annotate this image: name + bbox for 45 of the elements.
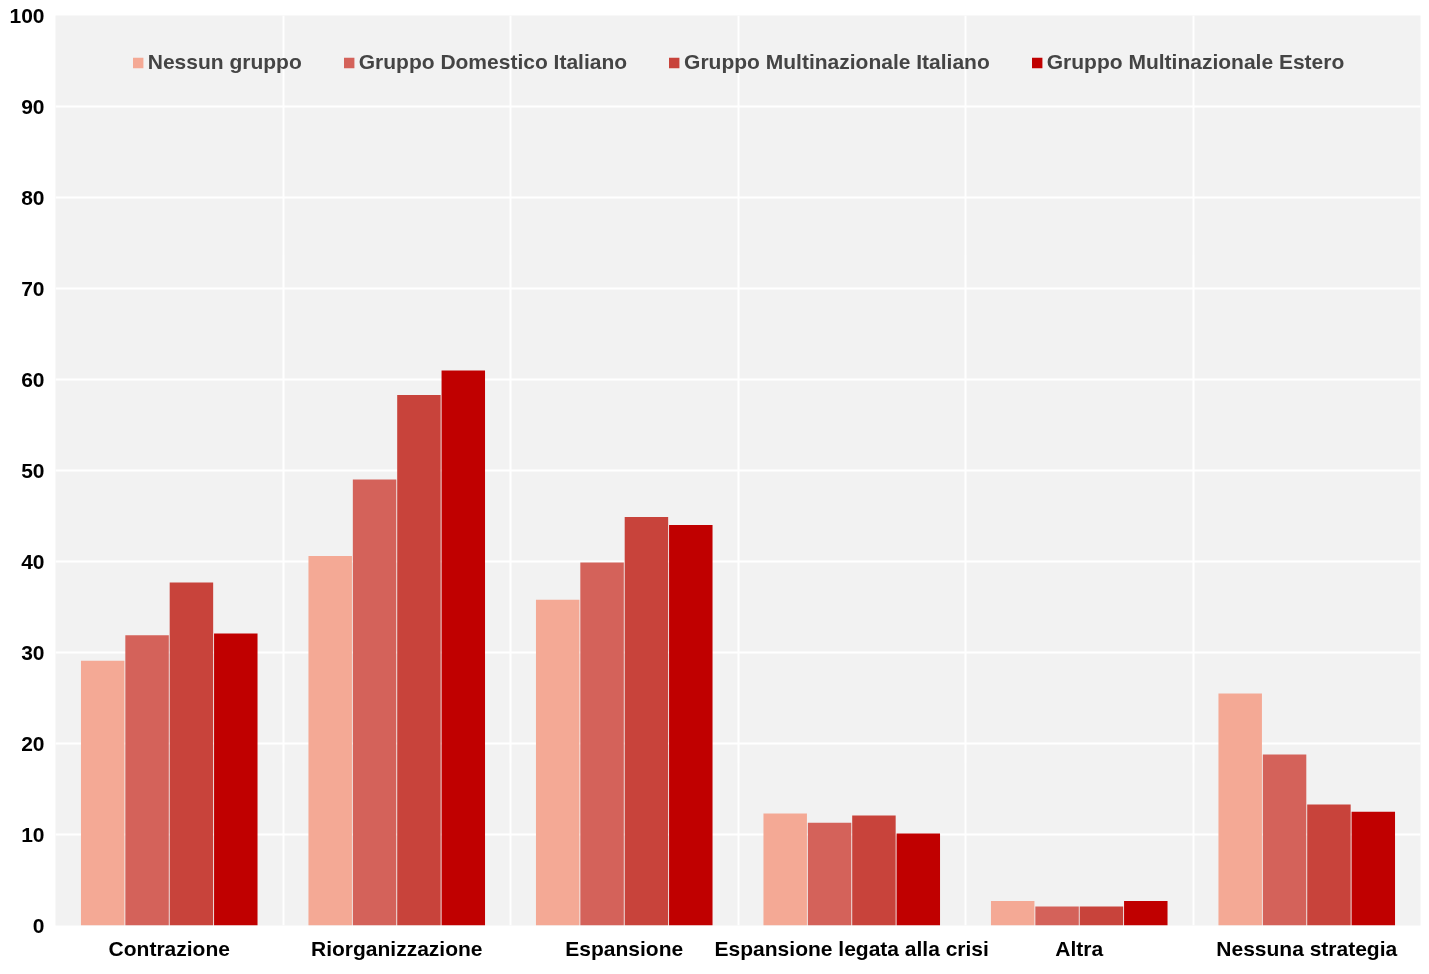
- bar: [80, 660, 125, 926]
- bar: [308, 556, 352, 926]
- legend-label: Nessun gruppo: [147, 50, 302, 74]
- bar: [125, 635, 169, 926]
- bar: [169, 582, 214, 926]
- legend-label: Gruppo Domestico Italiano: [358, 50, 628, 74]
- bar: [896, 833, 941, 926]
- x-tick-label: Riorganizzazione: [310, 936, 483, 960]
- y-tick-label: 70: [21, 276, 45, 300]
- bar: [1262, 754, 1307, 926]
- x-tick-label: Nessuna strategia: [1216, 936, 1398, 960]
- bar: [397, 394, 441, 926]
- y-tick-label: 80: [21, 185, 45, 209]
- bar: [763, 813, 807, 926]
- x-tick-label: Espansione: [565, 936, 684, 960]
- x-tick-label: Espansione legata alla crisi: [714, 936, 989, 960]
- y-tick-label: 10: [21, 822, 45, 846]
- bar: [214, 633, 258, 926]
- y-tick-label: 90: [21, 94, 45, 118]
- y-tick-label: 60: [21, 367, 45, 391]
- bar: [580, 562, 624, 926]
- y-tick-label: 40: [21, 549, 45, 573]
- bar: [1079, 906, 1124, 926]
- legend-label: Gruppo Multinazionale Estero: [1046, 50, 1345, 74]
- bar: [852, 815, 896, 926]
- bar: [535, 599, 580, 926]
- bar: [624, 516, 669, 926]
- bar: [1351, 811, 1396, 926]
- bar: [1035, 906, 1079, 926]
- bar: [1124, 900, 1168, 926]
- bar: [990, 900, 1035, 926]
- x-tick-label: Altra: [1055, 936, 1104, 960]
- bar: [352, 479, 397, 926]
- legend-label: Gruppo Multinazionale Italiano: [684, 50, 990, 74]
- bar: [1218, 693, 1262, 926]
- y-tick-label: 50: [21, 458, 45, 482]
- y-tick-label: 20: [21, 731, 45, 755]
- bar: [1307, 804, 1351, 926]
- bar: [669, 525, 713, 926]
- bar: [441, 370, 486, 926]
- bar: [807, 822, 852, 926]
- y-tick-label: 100: [9, 3, 45, 27]
- x-tick-label: Contrazione: [108, 936, 230, 960]
- y-tick-label: 0: [32, 913, 45, 937]
- y-tick-label: 30: [21, 640, 45, 664]
